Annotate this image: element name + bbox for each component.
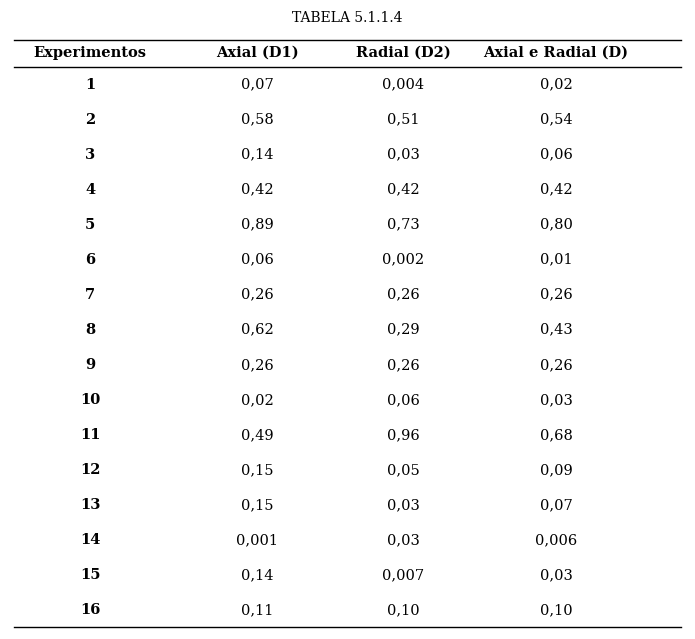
Text: 0,11: 0,11 bbox=[241, 603, 273, 617]
Text: 10: 10 bbox=[80, 393, 101, 407]
Text: 0,26: 0,26 bbox=[539, 358, 573, 372]
Text: 0,26: 0,26 bbox=[386, 288, 420, 302]
Text: 0,73: 0,73 bbox=[386, 218, 420, 232]
Text: 0,03: 0,03 bbox=[386, 533, 420, 547]
Text: 0,05: 0,05 bbox=[386, 463, 420, 477]
Text: Axial e Radial (D): Axial e Radial (D) bbox=[484, 46, 628, 60]
Text: 0,15: 0,15 bbox=[241, 498, 273, 512]
Text: 0,62: 0,62 bbox=[240, 323, 274, 337]
Text: 0,02: 0,02 bbox=[539, 77, 573, 91]
Text: 6: 6 bbox=[85, 253, 95, 266]
Text: 0,51: 0,51 bbox=[387, 112, 419, 127]
Text: TABELA 5.1.1.4: TABELA 5.1.1.4 bbox=[293, 11, 402, 25]
Text: 0,26: 0,26 bbox=[539, 288, 573, 302]
Text: 0,54: 0,54 bbox=[540, 112, 572, 127]
Text: 0,26: 0,26 bbox=[386, 358, 420, 372]
Text: Radial (D2): Radial (D2) bbox=[356, 46, 450, 60]
Text: 0,10: 0,10 bbox=[540, 603, 572, 617]
Text: 2: 2 bbox=[85, 112, 95, 127]
Text: 0,26: 0,26 bbox=[240, 358, 274, 372]
Text: 0,002: 0,002 bbox=[382, 253, 424, 266]
Text: 4: 4 bbox=[85, 183, 95, 197]
Text: 3: 3 bbox=[85, 148, 95, 162]
Text: 0,02: 0,02 bbox=[240, 393, 274, 407]
Text: 0,29: 0,29 bbox=[387, 323, 419, 337]
Text: 11: 11 bbox=[80, 428, 101, 442]
Text: Experimentos: Experimentos bbox=[34, 46, 147, 60]
Text: 0,004: 0,004 bbox=[382, 77, 424, 91]
Text: 16: 16 bbox=[80, 603, 101, 617]
Text: 12: 12 bbox=[80, 463, 101, 477]
Text: 0,006: 0,006 bbox=[535, 533, 577, 547]
Text: 0,03: 0,03 bbox=[386, 148, 420, 162]
Text: 0,10: 0,10 bbox=[387, 603, 419, 617]
Text: 5: 5 bbox=[85, 218, 95, 232]
Text: 0,07: 0,07 bbox=[539, 498, 573, 512]
Text: 0,42: 0,42 bbox=[387, 183, 419, 197]
Text: 0,42: 0,42 bbox=[241, 183, 273, 197]
Text: 0,06: 0,06 bbox=[240, 253, 274, 266]
Text: 0,43: 0,43 bbox=[539, 323, 573, 337]
Text: 0,14: 0,14 bbox=[241, 148, 273, 162]
Text: 1: 1 bbox=[85, 77, 95, 91]
Text: 0,80: 0,80 bbox=[539, 218, 573, 232]
Text: 0,09: 0,09 bbox=[539, 463, 573, 477]
Text: 15: 15 bbox=[80, 568, 101, 582]
Text: 9: 9 bbox=[85, 358, 95, 372]
Text: 0,07: 0,07 bbox=[240, 77, 274, 91]
Text: Axial (D1): Axial (D1) bbox=[216, 46, 298, 60]
Text: 0,42: 0,42 bbox=[540, 183, 572, 197]
Text: 0,06: 0,06 bbox=[539, 148, 573, 162]
Text: 0,15: 0,15 bbox=[241, 463, 273, 477]
Text: 7: 7 bbox=[85, 288, 95, 302]
Text: 0,96: 0,96 bbox=[386, 428, 420, 442]
Text: 0,06: 0,06 bbox=[386, 393, 420, 407]
Text: 8: 8 bbox=[85, 323, 95, 337]
Text: 0,14: 0,14 bbox=[241, 568, 273, 582]
Text: 14: 14 bbox=[80, 533, 101, 547]
Text: 0,03: 0,03 bbox=[386, 498, 420, 512]
Text: 0,01: 0,01 bbox=[540, 253, 572, 266]
Text: 0,26: 0,26 bbox=[240, 288, 274, 302]
Text: 0,68: 0,68 bbox=[539, 428, 573, 442]
Text: 0,03: 0,03 bbox=[539, 393, 573, 407]
Text: 0,03: 0,03 bbox=[539, 568, 573, 582]
Text: 0,89: 0,89 bbox=[240, 218, 274, 232]
Text: 0,001: 0,001 bbox=[236, 533, 278, 547]
Text: 0,49: 0,49 bbox=[241, 428, 273, 442]
Text: 0,58: 0,58 bbox=[240, 112, 274, 127]
Text: 13: 13 bbox=[80, 498, 101, 512]
Text: 0,007: 0,007 bbox=[382, 568, 424, 582]
